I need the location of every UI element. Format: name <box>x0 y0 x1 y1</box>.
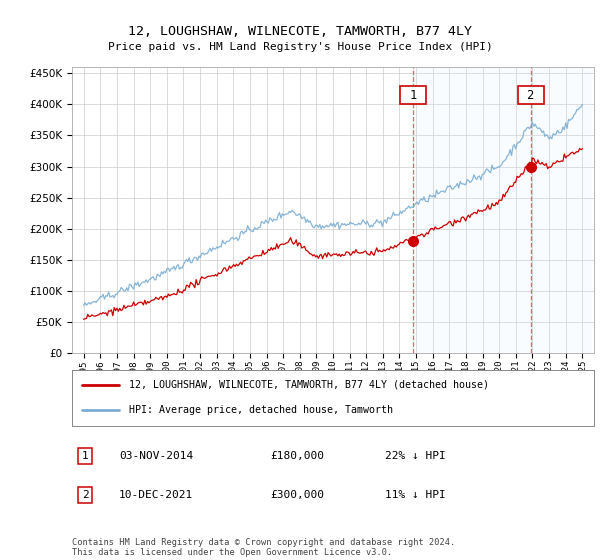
Text: 03-NOV-2014: 03-NOV-2014 <box>119 451 193 461</box>
Text: 2: 2 <box>82 490 88 500</box>
Bar <box>531 67 590 353</box>
Text: 1: 1 <box>82 451 88 461</box>
Text: £180,000: £180,000 <box>271 451 325 461</box>
Text: Contains HM Land Registry data © Crown copyright and database right 2024.
This d: Contains HM Land Registry data © Crown c… <box>72 538 455 557</box>
Text: Price paid vs. HM Land Registry's House Price Index (HPI): Price paid vs. HM Land Registry's House … <box>107 42 493 52</box>
Text: 12, LOUGHSHAW, WILNECOTE, TAMWORTH, B77 4LY (detached house): 12, LOUGHSHAW, WILNECOTE, TAMWORTH, B77 … <box>130 380 490 390</box>
Bar <box>413 67 531 353</box>
Text: 22% ↓ HPI: 22% ↓ HPI <box>385 451 446 461</box>
Text: 1: 1 <box>403 88 424 101</box>
Text: £300,000: £300,000 <box>271 490 325 500</box>
Text: 2: 2 <box>520 88 542 101</box>
Text: 12, LOUGHSHAW, WILNECOTE, TAMWORTH, B77 4LY: 12, LOUGHSHAW, WILNECOTE, TAMWORTH, B77 … <box>128 25 472 38</box>
Text: 11% ↓ HPI: 11% ↓ HPI <box>385 490 446 500</box>
Text: HPI: Average price, detached house, Tamworth: HPI: Average price, detached house, Tamw… <box>130 405 394 416</box>
Text: 10-DEC-2021: 10-DEC-2021 <box>119 490 193 500</box>
